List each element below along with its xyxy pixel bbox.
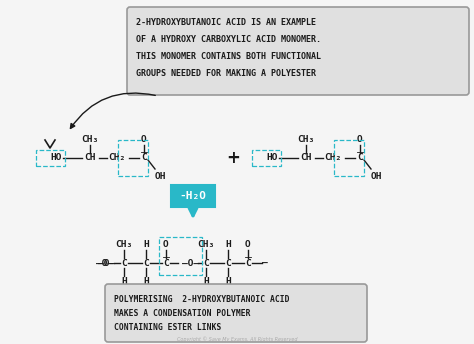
Text: THIS MONOMER CONTAINS BOTH FUNCTIONAL: THIS MONOMER CONTAINS BOTH FUNCTIONAL bbox=[136, 52, 321, 61]
Bar bbox=[252, 150, 281, 166]
FancyBboxPatch shape bbox=[105, 284, 367, 342]
Text: C: C bbox=[163, 258, 169, 268]
Text: POLYMERISING  2-HYDROXYBUTANOIC ACID: POLYMERISING 2-HYDROXYBUTANOIC ACID bbox=[114, 295, 290, 304]
Text: O: O bbox=[163, 240, 169, 249]
Bar bbox=[334, 140, 364, 176]
Text: CH₃: CH₃ bbox=[115, 240, 133, 249]
Text: +: + bbox=[226, 149, 240, 167]
Text: C: C bbox=[143, 258, 149, 268]
Text: MAKES A CONDENSATION POLYMER: MAKES A CONDENSATION POLYMER bbox=[114, 309, 250, 318]
FancyBboxPatch shape bbox=[127, 7, 469, 95]
Text: C: C bbox=[121, 258, 127, 268]
Text: C: C bbox=[225, 258, 231, 268]
Text: –O–: –O– bbox=[182, 258, 199, 268]
Text: CH: CH bbox=[84, 153, 96, 162]
Text: CH₃: CH₃ bbox=[82, 135, 99, 144]
Text: H: H bbox=[225, 240, 231, 249]
Text: H: H bbox=[121, 277, 127, 286]
Text: OH: OH bbox=[371, 172, 383, 181]
Text: HO: HO bbox=[266, 153, 278, 162]
Text: CONTAINING ESTER LINKS: CONTAINING ESTER LINKS bbox=[114, 323, 221, 332]
Text: C: C bbox=[141, 153, 147, 162]
Text: H: H bbox=[143, 240, 149, 249]
Text: C: C bbox=[203, 258, 209, 268]
Bar bbox=[118, 140, 148, 176]
Text: –O–: –O– bbox=[96, 258, 113, 268]
Text: CH₂: CH₂ bbox=[324, 153, 342, 162]
Bar bbox=[36, 150, 65, 166]
Text: CH₃: CH₃ bbox=[197, 240, 215, 249]
Text: CH₃: CH₃ bbox=[297, 135, 315, 144]
Text: Copyright © Save My Exams. All Rights Reserved: Copyright © Save My Exams. All Rights Re… bbox=[177, 336, 297, 342]
Text: –: – bbox=[262, 258, 268, 268]
Text: H: H bbox=[143, 277, 149, 286]
Text: OH: OH bbox=[155, 172, 166, 181]
Text: GROUPS NEEDED FOR MAKING A POLYESTER: GROUPS NEEDED FOR MAKING A POLYESTER bbox=[136, 69, 316, 78]
Text: H: H bbox=[225, 277, 231, 286]
Text: C: C bbox=[245, 258, 251, 268]
Text: H: H bbox=[203, 277, 209, 286]
Text: HO: HO bbox=[51, 153, 62, 162]
Text: O: O bbox=[141, 135, 147, 144]
Text: CH₂: CH₂ bbox=[109, 153, 126, 162]
Text: C: C bbox=[357, 153, 363, 162]
FancyBboxPatch shape bbox=[171, 185, 215, 207]
Text: 2-HYDROXYBUTANOIC ACID IS AN EXAMPLE: 2-HYDROXYBUTANOIC ACID IS AN EXAMPLE bbox=[136, 18, 316, 27]
Text: OF A HYDROXY CARBOXYLIC ACID MONOMER.: OF A HYDROXY CARBOXYLIC ACID MONOMER. bbox=[136, 35, 321, 44]
Text: O: O bbox=[357, 135, 363, 144]
Bar bbox=[159, 237, 202, 275]
Text: O: O bbox=[245, 240, 251, 249]
Text: -H₂O: -H₂O bbox=[180, 191, 207, 201]
Text: –O–: –O– bbox=[98, 258, 115, 268]
Text: CH: CH bbox=[300, 153, 312, 162]
